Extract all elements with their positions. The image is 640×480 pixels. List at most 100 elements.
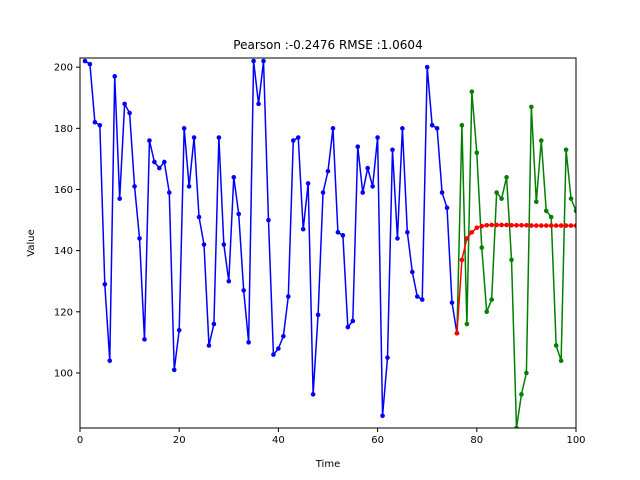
data-point: [538, 138, 544, 143]
data-point: [568, 196, 574, 201]
data-point: [459, 257, 465, 263]
x-tick-label: 80: [470, 435, 483, 446]
data-point: [112, 74, 118, 79]
data-point: [142, 337, 147, 342]
x-tick-label: 40: [272, 435, 285, 446]
data-point: [568, 223, 574, 228]
data-point: [499, 222, 504, 228]
data-point: [469, 230, 475, 235]
data-point: [246, 340, 251, 345]
data-point: [494, 190, 499, 195]
data-point: [474, 150, 480, 156]
data-point: [132, 184, 137, 189]
data-point: [335, 230, 341, 235]
chart-title: Pearson :-0.2476 RMSE :1.0604: [233, 38, 422, 52]
data-point: [529, 223, 534, 228]
data-point: [385, 355, 390, 360]
data-point: [543, 208, 549, 214]
data-point: [494, 222, 499, 228]
data-point: [563, 147, 569, 153]
y-axis: 100 120 140 160 180 200: [54, 63, 80, 379]
data-point: [519, 222, 524, 228]
data-point: [519, 392, 524, 397]
data-point: [573, 208, 576, 214]
data-point: [310, 392, 316, 397]
data-point: [196, 214, 202, 220]
data-point: [166, 190, 172, 195]
x-tick-label: 100: [566, 435, 585, 446]
data-point: [424, 64, 430, 70]
data-point: [489, 297, 494, 302]
data-point: [434, 126, 440, 131]
x-tick-label: 0: [77, 435, 83, 446]
data-point: [290, 138, 296, 143]
data-point: [350, 318, 356, 324]
data-point: [256, 101, 261, 107]
data-point: [261, 58, 266, 64]
data-point: [429, 122, 435, 128]
data-point: [454, 330, 460, 336]
data-point: [87, 61, 93, 67]
data-point: [127, 110, 132, 116]
data-point: [484, 309, 490, 315]
data-point: [157, 165, 162, 171]
data-point: [370, 184, 375, 189]
data-point: [529, 104, 534, 110]
series-0: [82, 58, 460, 419]
y-tick-label: 100: [54, 368, 73, 379]
data-point: [514, 425, 519, 428]
data-point: [305, 181, 311, 186]
data-point: [92, 119, 98, 125]
data-point: [405, 230, 410, 235]
data-point: [107, 358, 113, 364]
data-point: [286, 294, 291, 299]
data-point: [400, 126, 405, 131]
series-line: [456, 90, 576, 428]
data-point: [375, 135, 380, 140]
data-point: [524, 222, 529, 228]
data-point: [474, 225, 480, 231]
data-point: [295, 135, 301, 140]
data-point: [181, 126, 187, 131]
data-point: [360, 190, 366, 195]
data-point: [320, 190, 326, 195]
data-point: [147, 138, 152, 143]
data-point: [534, 199, 539, 205]
data-point: [439, 190, 445, 195]
data-point: [444, 205, 450, 211]
x-axis: 0 20 40 60 80 100: [77, 428, 586, 446]
data-point: [186, 184, 192, 189]
data-point: [504, 222, 509, 228]
data-point: [191, 135, 197, 140]
data-point: [469, 89, 475, 94]
data-point: [241, 288, 246, 293]
data-point: [553, 223, 559, 228]
data-point: [216, 135, 222, 140]
data-point: [325, 168, 331, 174]
data-point: [231, 174, 237, 180]
data-point: [479, 223, 485, 229]
data-point: [390, 147, 395, 153]
y-tick-label: 180: [54, 124, 73, 135]
data-point: [548, 223, 554, 228]
data-point: [509, 222, 514, 228]
data-point: [355, 144, 361, 149]
data-point: [459, 122, 465, 128]
data-point: [137, 236, 142, 241]
y-tick-label: 120: [54, 307, 73, 318]
data-point: [464, 236, 470, 241]
data-point: [558, 358, 564, 364]
data-point: [152, 159, 157, 165]
y-tick-label: 140: [54, 246, 73, 257]
data-point: [201, 242, 207, 247]
data-point: [122, 101, 127, 107]
data-point: [414, 294, 420, 299]
data-point: [484, 222, 490, 228]
plot-frame: [79, 57, 577, 429]
series-line: [456, 224, 576, 334]
data-point: [410, 269, 415, 275]
data-point: [82, 58, 88, 64]
data-point: [524, 370, 529, 376]
data-point: [345, 324, 351, 330]
